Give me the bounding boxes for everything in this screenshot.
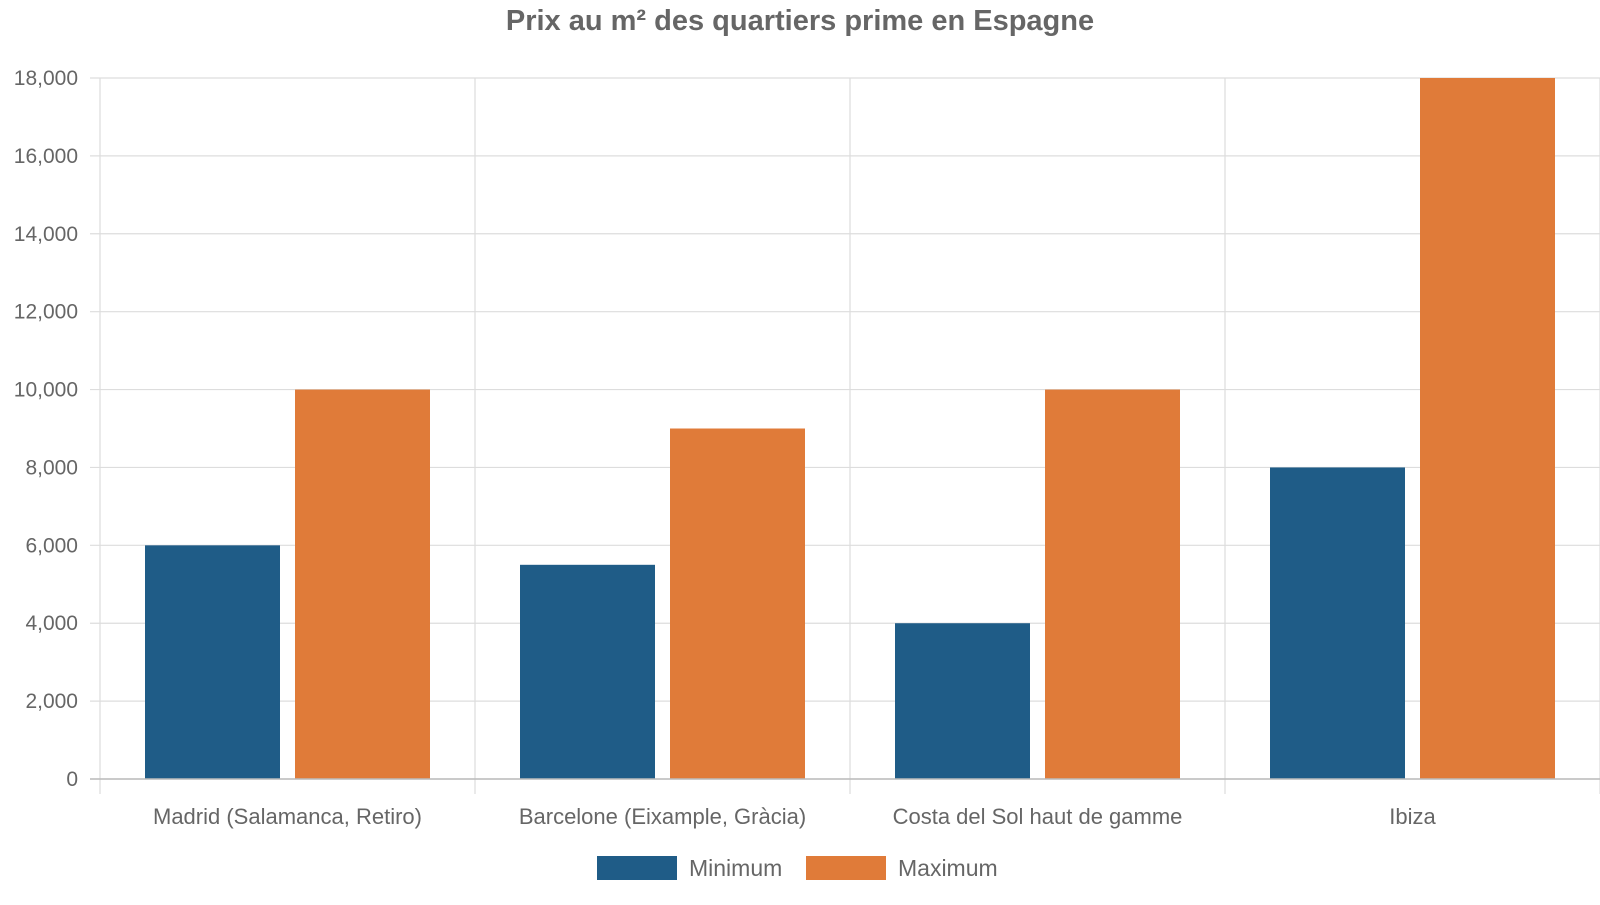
y-tick-label: 6,000 (25, 534, 78, 557)
legend-label-maximum: Maximum (898, 855, 998, 881)
bar-minimum-3 (895, 623, 1030, 779)
y-tick-label: 14,000 (14, 223, 78, 246)
y-tick-label: 8,000 (25, 456, 78, 479)
bar-maximum-1 (295, 389, 430, 779)
x-tick-label: Barcelone (Eixample, Gràcia) (519, 804, 806, 829)
bar-maximum-3 (1045, 389, 1180, 779)
bar-maximum-4 (1420, 78, 1555, 779)
y-tick-label: 10,000 (14, 379, 78, 402)
y-tick-label: 18,000 (14, 67, 78, 90)
legend-swatch-maximum (806, 856, 886, 880)
bars-layer (145, 78, 1555, 779)
legend-label-minimum: Minimum (689, 855, 782, 881)
x-tick-label: Costa del Sol haut de gamme (893, 804, 1183, 829)
bar-minimum-1 (145, 545, 280, 779)
legend-swatch-minimum (597, 856, 677, 880)
y-tick-label: 12,000 (14, 301, 78, 324)
y-tick-label: 0 (66, 768, 78, 791)
y-tick-label: 4,000 (25, 612, 78, 635)
y-tick-label: 16,000 (14, 145, 78, 168)
legend: Minimum Maximum (597, 855, 998, 881)
bar-minimum-4 (1270, 467, 1405, 779)
axis-layer: 0 2,000 4,000 6,000 8,000 10,000 12,000 14,000 1… (14, 67, 1600, 829)
chart-title: Prix au m² des quartiers prime en Espagn… (506, 5, 1094, 37)
x-tick-label: Ibiza (1389, 804, 1436, 829)
bar-minimum-2 (520, 564, 655, 779)
x-tick-label: Madrid (Salamanca, Retiro) (153, 804, 422, 829)
y-tick-label: 2,000 (25, 690, 78, 713)
bar-maximum-2 (670, 428, 805, 779)
